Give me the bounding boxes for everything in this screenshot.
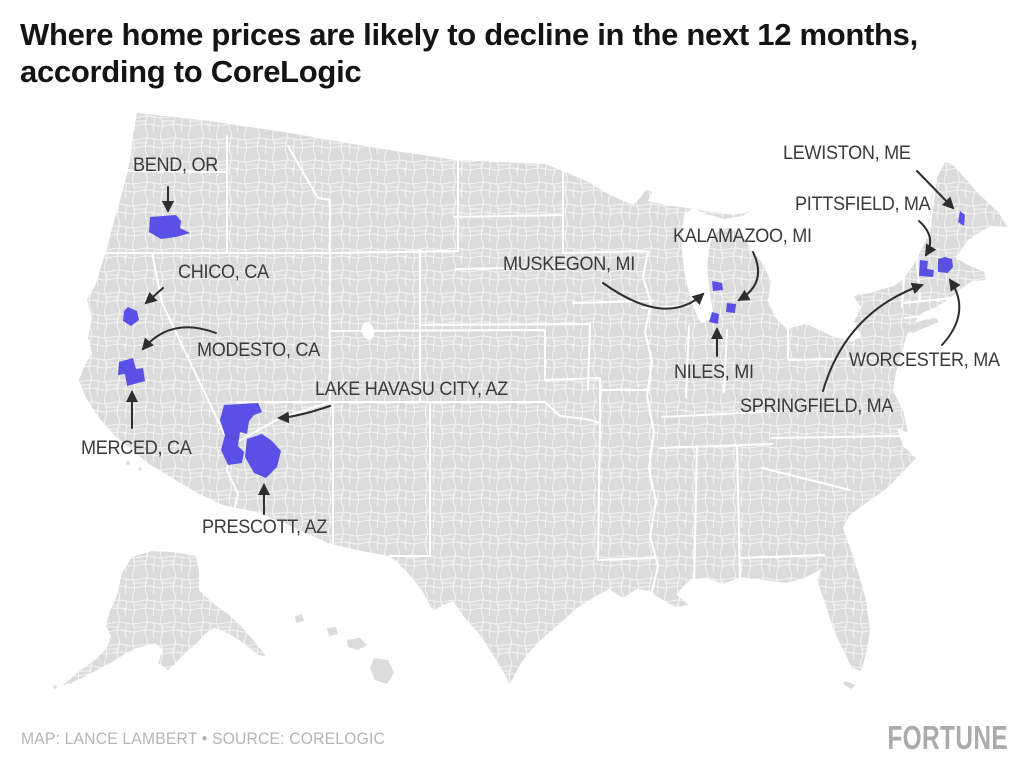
map-label-prescott-az: PRESCOTT, AZ — [202, 517, 327, 538]
aleutian-island — [53, 685, 57, 689]
county-niles-mi — [709, 312, 719, 324]
alaska-inset — [62, 551, 266, 686]
county-kalamazoo-mi — [726, 303, 736, 313]
map-label-lewiston-me: LEWISTON, ME — [783, 143, 911, 164]
county-merced-ca — [118, 358, 145, 386]
county-chico-ca — [123, 307, 139, 326]
county-bend-or — [149, 215, 190, 239]
arrow-pittsfield — [918, 220, 937, 257]
arrow-lake-havasu — [277, 405, 331, 424]
annotation-arrows — [126, 170, 961, 515]
chart-title: Where home prices are likely to decline … — [20, 17, 918, 89]
map-label-lake-havasu: LAKE HAVASU CITY, AZ — [315, 379, 508, 400]
county-muskegon-mi — [712, 281, 723, 291]
arrow-muskegon — [602, 282, 705, 310]
channel-island — [138, 467, 142, 471]
map-label-bend-or: BEND, OR — [133, 155, 218, 176]
long-island — [908, 318, 939, 333]
fortune-logo: FORTUNE — [887, 719, 1008, 756]
county-prescott-az — [245, 434, 281, 478]
arrow-kalamazoo — [737, 251, 760, 302]
florida-keys — [843, 681, 856, 689]
arrow-springfield — [822, 282, 924, 392]
highlighted-counties — [118, 211, 965, 478]
arrow-modesto — [141, 326, 217, 351]
map-label-muskegon-mi: MUSKEGON, MI — [503, 254, 635, 275]
state-borders — [97, 135, 954, 613]
map-label-modesto-ca: MODESTO, CA — [197, 340, 320, 361]
contiguous-us-landmass — [79, 113, 1007, 684]
map-label-merced-ca: MERCED, CA — [81, 438, 192, 459]
county-lake-havasu-city-az — [220, 403, 262, 465]
arrow-worcester — [941, 278, 961, 346]
source-credit: MAP: LANCE LAMBERT • SOURCE: CORELOGIC — [21, 730, 386, 748]
map-label-niles-mi: NILES, MI — [674, 362, 754, 383]
county-pittsfield-springfield-ma — [919, 260, 934, 277]
map-label-chico-ca: CHICO, CA — [178, 262, 269, 283]
arrow-chico — [144, 287, 164, 305]
map-label-worcester-ma: WORCESTER, MA — [849, 350, 1000, 371]
county-lewiston-me — [958, 211, 965, 226]
channel-island — [126, 461, 130, 465]
county-worcester-ma — [938, 257, 953, 273]
great-salt-lake — [361, 322, 375, 340]
map-label-springfield-ma: SPRINGFIELD, MA — [740, 396, 894, 417]
map-label-pittsfield-ma: PITTSFIELD, MA — [795, 194, 931, 215]
arrow-lewiston — [916, 170, 955, 210]
map-label-kalamazoo-mi: KALAMAZOO, MI — [673, 226, 812, 247]
aleutian-island — [68, 680, 72, 684]
hawaii-inset — [295, 614, 394, 684]
